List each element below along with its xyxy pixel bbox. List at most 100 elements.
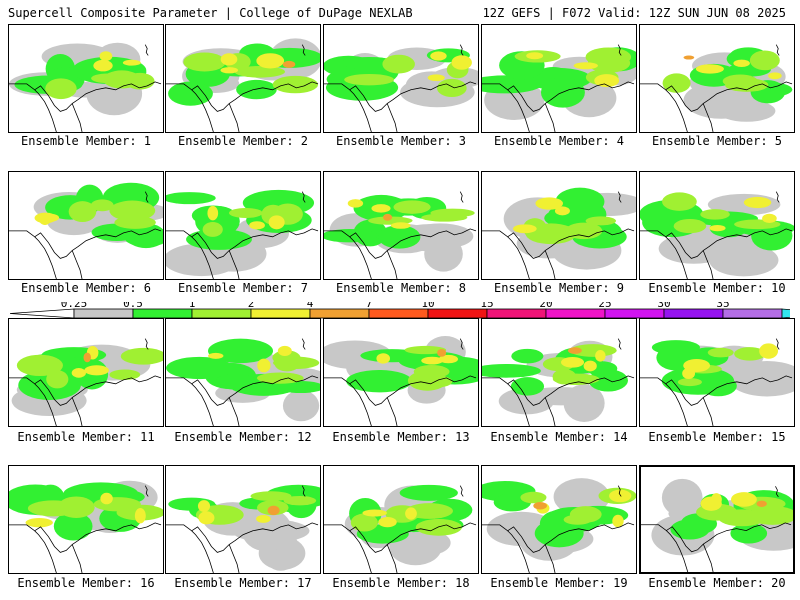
scp-contour-green (511, 348, 544, 364)
scp-contour-light-green (344, 73, 395, 86)
scp-contour-light-green (724, 78, 769, 92)
scp-contour-yellow (451, 55, 472, 70)
lake-outline (459, 485, 464, 497)
scp-field-map (640, 338, 794, 426)
scp-contour-yellow (682, 367, 696, 380)
scp-field-map (324, 191, 477, 279)
scp-contour-light-green (673, 219, 707, 234)
border-line (228, 544, 240, 573)
border-line (191, 530, 214, 573)
colorbar-segment (368, 308, 429, 319)
scp-contour-yellow (554, 206, 570, 216)
scp-contour-yellow (84, 365, 110, 376)
scp-contour-yellow (362, 509, 387, 517)
border-line (386, 250, 398, 279)
scp-contour-green (378, 225, 421, 249)
coastline (324, 81, 477, 112)
scp-max-orange (282, 60, 296, 68)
border-line (702, 397, 714, 426)
scp-contour-gray (166, 243, 240, 277)
scp-max-orange (382, 213, 393, 221)
scp-contour-yellow (347, 199, 364, 208)
scp-field-map (482, 478, 636, 573)
ensemble-panel-3[interactable] (323, 24, 479, 133)
coastline (166, 375, 319, 406)
ensemble-panel-17[interactable] (165, 465, 321, 574)
coastline (9, 522, 162, 553)
scp-contour-green (510, 377, 545, 396)
coastline (482, 522, 635, 553)
scp-field-map (482, 187, 636, 279)
colorbar-segment (309, 308, 370, 319)
scp-contour-light-green (585, 216, 617, 226)
ensemble-panel-10[interactable] (639, 171, 795, 280)
scp-contour-yellow (220, 53, 238, 66)
scp-contour-light-green (662, 73, 691, 93)
ensemble-panel-16[interactable] (8, 465, 164, 574)
ensemble-panel-14[interactable] (481, 318, 637, 427)
border-line (34, 530, 57, 573)
scp-contour-yellow (612, 514, 624, 528)
scp-field-map (324, 335, 478, 426)
colorbar-segment (132, 308, 193, 319)
ensemble-panel-19[interactable] (481, 465, 637, 574)
ensemble-panel-11[interactable] (8, 318, 164, 427)
lake-outline (144, 485, 149, 497)
colorbar-legend: 0.25 0.5 1 2 4 7 10 15 20 25 30 35 (10, 302, 790, 319)
ensemble-panel-13[interactable] (323, 318, 479, 427)
colorbar-tick-label: 30 (657, 302, 670, 310)
lake-outline (144, 44, 149, 56)
scp-max-orange (683, 55, 695, 60)
ensemble-panel-7[interactable] (165, 171, 321, 280)
ensemble-panel-1[interactable] (8, 24, 164, 133)
ensemble-panel-2[interactable] (165, 24, 321, 133)
coastline (9, 375, 162, 406)
colorbar-tick-label: 25 (598, 302, 611, 310)
scp-max-orange (533, 502, 548, 510)
scp-field-map (9, 182, 163, 279)
coastline (640, 375, 793, 406)
scp-field-map (9, 42, 162, 132)
panel-caption: Ensemble Member: 17 (174, 576, 312, 590)
ensemble-panel-20[interactable] (639, 465, 795, 574)
scp-contour-green (236, 79, 277, 100)
ensemble-panel-18[interactable] (323, 465, 479, 574)
scp-contour-yellow (100, 492, 113, 505)
coastline (324, 228, 477, 259)
scp-contour-yellow (561, 356, 585, 368)
lake-outline (459, 44, 464, 56)
scp-contour-yellow (277, 345, 292, 356)
scp-contour-yellow (122, 59, 141, 66)
scp-contour-light-green (749, 50, 780, 71)
ensemble-panel-6[interactable] (8, 171, 164, 280)
lake-outline (617, 485, 622, 497)
border-line (544, 397, 556, 426)
model-run-valid-time: 12Z GEFS | F072 Valid: 12Z SUN JUN 08 20… (482, 6, 786, 20)
ensemble-panel-4[interactable] (481, 24, 637, 133)
ensemble-panel-9[interactable] (481, 171, 637, 280)
ensemble-panel-12[interactable] (165, 318, 321, 427)
colorbar-tick-label: 15 (480, 302, 493, 310)
colorbar-low-end (10, 308, 75, 319)
ensemble-panel-15[interactable] (639, 318, 795, 427)
scp-contour-yellow (695, 64, 724, 74)
scp-contour-light-green (68, 201, 97, 223)
scp-field-map (166, 38, 320, 132)
lake-outline (301, 191, 306, 203)
scp-contour-light-green (421, 375, 453, 388)
scp-contour-gray (563, 384, 605, 422)
border-line (191, 236, 214, 279)
coastline (640, 81, 793, 112)
colorbar-segment (191, 308, 252, 319)
ensemble-panel-5[interactable] (639, 24, 795, 133)
lake-outline (459, 338, 464, 350)
border-line (34, 89, 57, 132)
map-title: Supercell Composite Parameter | College … (8, 6, 413, 20)
colorbar-segment (722, 308, 783, 319)
border-line (507, 236, 530, 279)
scp-contour-yellow (99, 51, 113, 62)
scp-contour-yellow (438, 354, 459, 364)
scp-contour-yellow (256, 53, 285, 69)
colorbar-segment (663, 308, 724, 319)
ensemble-panel-8[interactable] (323, 171, 479, 280)
